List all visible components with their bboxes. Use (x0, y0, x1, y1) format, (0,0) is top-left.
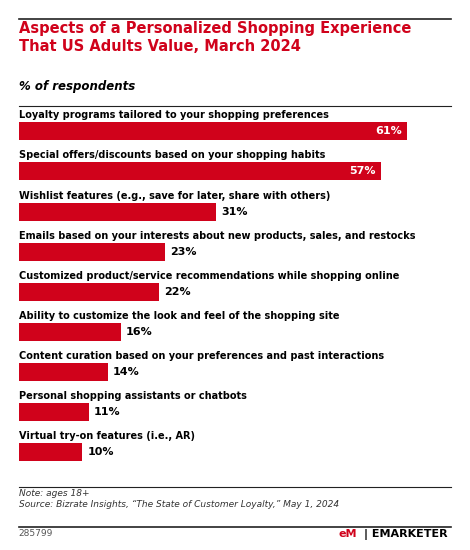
Text: Wishlist features (e.g., save for later, share with others): Wishlist features (e.g., save for later,… (19, 190, 330, 201)
Text: Customized product/service recommendations while shopping online: Customized product/service recommendatio… (19, 271, 399, 281)
Bar (19, 162, 381, 180)
Text: 285799: 285799 (19, 529, 53, 538)
Text: Special offers/discounts based on your shopping habits: Special offers/discounts based on your s… (19, 151, 325, 161)
Bar (19, 403, 89, 421)
Text: 14%: 14% (113, 367, 140, 377)
Text: Virtual try-on features (i.e., AR): Virtual try-on features (i.e., AR) (19, 431, 195, 441)
Bar (19, 202, 216, 221)
Text: 16%: 16% (125, 327, 152, 337)
Text: Note: ages 18+
Source: Bizrate Insights, “The State of Customer Loyalty,” May 1,: Note: ages 18+ Source: Bizrate Insights,… (19, 490, 339, 509)
Text: Loyalty programs tailored to your shopping preferences: Loyalty programs tailored to your shoppi… (19, 111, 329, 120)
Bar (19, 283, 159, 301)
Text: 61%: 61% (375, 126, 401, 136)
Text: | EMARKETER: | EMARKETER (364, 529, 448, 540)
Text: 23%: 23% (170, 247, 196, 257)
Bar (19, 443, 82, 461)
Text: Content curation based on your preferences and past interactions: Content curation based on your preferenc… (19, 351, 384, 361)
Text: 22%: 22% (164, 287, 190, 297)
Bar (19, 122, 407, 140)
Text: 31%: 31% (221, 207, 248, 217)
Text: Ability to customize the look and feel of the shopping site: Ability to customize the look and feel o… (19, 311, 339, 321)
Text: 57%: 57% (350, 167, 376, 177)
Text: 11%: 11% (94, 408, 120, 417)
Text: Emails based on your interests about new products, sales, and restocks: Emails based on your interests about new… (19, 230, 415, 241)
Text: 10%: 10% (87, 447, 114, 458)
Bar (19, 363, 108, 381)
Text: eM: eM (338, 529, 357, 539)
Bar (19, 243, 165, 261)
Text: Aspects of a Personalized Shopping Experience
That US Adults Value, March 2024: Aspects of a Personalized Shopping Exper… (19, 21, 411, 54)
Bar (19, 323, 120, 341)
Text: Personal shopping assistants or chatbots: Personal shopping assistants or chatbots (19, 391, 247, 401)
Text: % of respondents: % of respondents (19, 80, 135, 93)
